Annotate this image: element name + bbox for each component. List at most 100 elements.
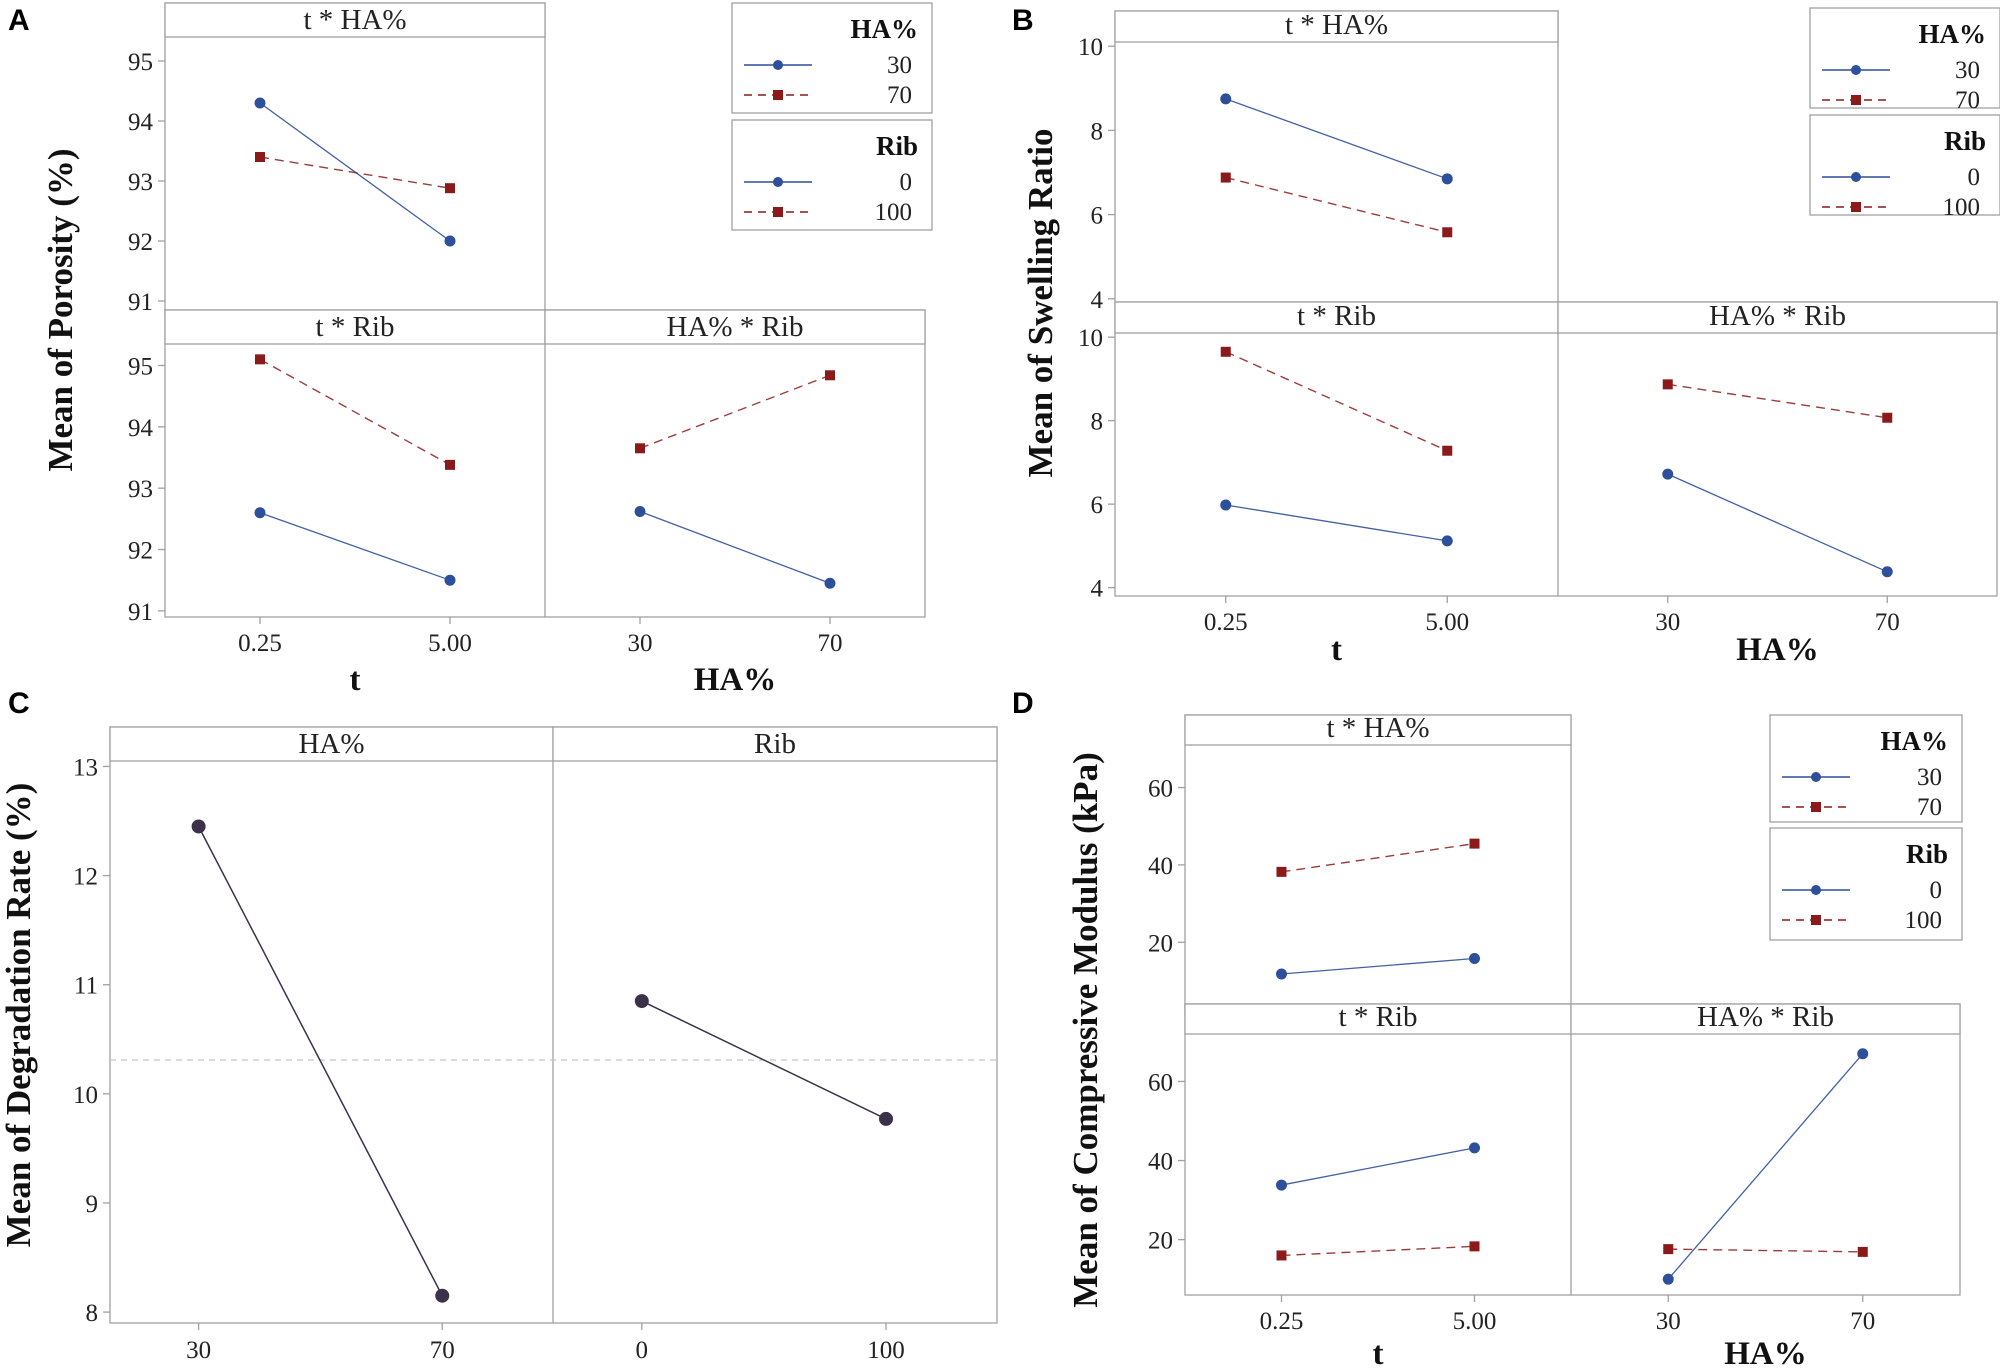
panel-d-sp1-series-0-line bbox=[1281, 1147, 1475, 1186]
panel-a-row1-ytick-3: 94 bbox=[128, 415, 154, 442]
panel-a-legend-1-swatch-marker-1 bbox=[773, 207, 783, 217]
panel-b-sp1-series-100-line bbox=[1225, 351, 1448, 452]
panel-d-sp1-series-100-point-0 bbox=[1276, 1250, 1287, 1261]
panel-a-letter: A bbox=[8, 4, 30, 37]
panel-b-sp0-series-30-line bbox=[1225, 98, 1448, 180]
panel-c-strip-title-0: HA% bbox=[298, 728, 364, 760]
panel-a-legend-1: Rib 0 100 bbox=[731, 119, 933, 231]
panel-b-sp2-series-100-point-1 bbox=[1882, 412, 1893, 423]
panel-d-sp2-series-0-point-0 bbox=[1662, 1273, 1674, 1285]
panel-a-sp0-series-70-point-1 bbox=[445, 183, 455, 194]
panel-a-row0-ytick-2: 93 bbox=[128, 169, 153, 196]
panel-a-row1-ytick-1: 92 bbox=[128, 538, 153, 565]
panel-d-strip-0 bbox=[1184, 714, 1572, 746]
panel-b-legend-0-title: HA% bbox=[1919, 19, 1987, 49]
panel-b-legend-0-box bbox=[1809, 7, 2000, 109]
panel-a-sp1-series-100-line bbox=[259, 358, 451, 466]
panel-b-legend-0-swatch-marker-0 bbox=[1851, 65, 1861, 75]
panel-b-x-axis-title-1: HA% bbox=[1736, 632, 1819, 668]
panel-a-x-axis-title-0: t bbox=[350, 662, 361, 698]
panel-b-frame-bottom bbox=[1114, 301, 1998, 597]
panel-d-legend-1-label-1: 100 bbox=[1905, 907, 1943, 934]
panel-d-legend-0-box bbox=[1769, 714, 1963, 823]
panel-d-subplot-1: t * Rib 0.25 5.00 bbox=[1184, 1001, 1572, 1335]
panel-b-subplot-2: HA% * Rib 30 70 bbox=[1557, 300, 1998, 636]
panel-a-y-axis-title: Mean of Porosity (%) bbox=[41, 148, 80, 471]
panel-d-letter: D bbox=[1012, 687, 1034, 720]
panel-a-strip-2 bbox=[544, 309, 926, 345]
panel-b-row1-ytick-0: 4 bbox=[1091, 576, 1104, 603]
panel-c-y-axis-title: Mean of Degradation Rate (%) bbox=[0, 783, 38, 1248]
panel-b-sp2-series-0-point-1 bbox=[1881, 566, 1893, 578]
panel-a-sp2-series-100-point-1 bbox=[825, 370, 835, 381]
panel-d-sp1-xtick-0: 0.25 bbox=[1260, 1308, 1304, 1335]
panel-c-strip-1 bbox=[552, 726, 998, 762]
panel-b-sp1-xtick-1: 5.00 bbox=[1425, 609, 1469, 636]
panel-b-legend-1-label-1: 100 bbox=[1943, 194, 1981, 221]
panel-d-sp1-series-0-point-0 bbox=[1276, 1179, 1287, 1191]
panel-b-legend-1-box bbox=[1809, 114, 2000, 216]
panel-c-ytick-1: 9 bbox=[86, 1191, 99, 1218]
panel-c-sp1-xtick-1: 100 bbox=[867, 1337, 905, 1364]
panel-a-sp2-xtick-1: 70 bbox=[818, 630, 843, 657]
panel-d-row0-ytick-2: 60 bbox=[1148, 776, 1173, 803]
panel-c-sp1-point-0 bbox=[634, 994, 649, 1009]
panel-b-subplot-0: t * HA% bbox=[1114, 9, 1559, 238]
panel-c-ytick-3: 11 bbox=[74, 973, 98, 1000]
panel-b-sp2-series-0-point-0 bbox=[1662, 468, 1674, 480]
panel-a-legend-0: HA% 30 70 bbox=[731, 2, 933, 114]
panel-d-legend-0-label-0: 30 bbox=[1917, 764, 1942, 791]
panel-b-sp0-series-30-point-0 bbox=[1220, 93, 1232, 105]
panel-a: A Mean of Porosity (%) 91 92 93 94 95 91 92 93 94 9… bbox=[8, 2, 933, 698]
panel-c: C Mean of Degradation Rate (%) 8 9 10 11 12 13 H… bbox=[0, 687, 998, 1364]
panel-a-legend-1-swatch-marker-0 bbox=[773, 177, 783, 187]
panel-d-row0-ytick-1: 40 bbox=[1148, 853, 1173, 880]
panel-d-sp0-series-70-point-1 bbox=[1469, 838, 1480, 849]
panel-a-sp1-series-0-line bbox=[259, 512, 451, 581]
panel-a-sp2-series-0-line bbox=[639, 510, 831, 584]
panel-d-sp0-series-30-point-0 bbox=[1276, 968, 1287, 980]
panel-a-sp2-series-100-line bbox=[639, 374, 831, 449]
panel-d-legend-1: Rib 0 100 bbox=[1769, 827, 1963, 941]
panel-b-strip-title-0: t * HA% bbox=[1285, 9, 1388, 41]
panel-a-legend-1-label-1: 100 bbox=[875, 199, 913, 226]
panel-b-row0-ytick-3: 10 bbox=[1078, 34, 1103, 61]
panel-b-sp1-xtick-0: 0.25 bbox=[1204, 609, 1248, 636]
panel-a-strip-1 bbox=[164, 309, 546, 345]
panel-d-sp1-series-100-point-1 bbox=[1469, 1241, 1480, 1252]
panel-d-legend-0-title: HA% bbox=[1881, 726, 1949, 756]
panel-d-legend-1-label-0: 0 bbox=[1930, 877, 1943, 904]
panel-d-sp2-series-100-line bbox=[1668, 1248, 1863, 1253]
panel-b-sp2-series-100-point-0 bbox=[1662, 379, 1673, 390]
panel-d-sp1-series-0-point-1 bbox=[1469, 1142, 1480, 1154]
panel-a-row0-ytick-3: 94 bbox=[128, 109, 154, 136]
panel-a-legend-0-label-1: 70 bbox=[887, 82, 912, 109]
panel-b-sp1-series-100-point-1 bbox=[1442, 445, 1453, 456]
panel-a-row0-ytick-0: 91 bbox=[128, 289, 153, 316]
panel-b-legend-0-label-1: 70 bbox=[1955, 87, 1980, 114]
panel-b-row1-ytick-3: 10 bbox=[1078, 325, 1103, 352]
panel-d-legend-1-swatch-marker-1 bbox=[1811, 915, 1821, 925]
panel-c-sp0-xtick-1: 70 bbox=[430, 1337, 455, 1364]
panel-c-subplot-1: Rib 0 100 bbox=[552, 726, 998, 1364]
panel-d-frame-bottom bbox=[1184, 1003, 1961, 1296]
panel-d-strip-1 bbox=[1184, 1003, 1572, 1035]
panel-d-row1-ytick-0: 20 bbox=[1148, 1228, 1173, 1255]
panel-b-row0-ytick-1: 6 bbox=[1091, 203, 1104, 230]
panel-d-legend-0: HA% 30 70 bbox=[1769, 714, 1963, 823]
panel-d-sp0-series-70-point-0 bbox=[1276, 866, 1287, 877]
panel-b-subplot-1: t * Rib 0.25 5.00 bbox=[1114, 300, 1559, 636]
panel-d-x-axis-title-0: t bbox=[1373, 1336, 1384, 1370]
panel-d-sp2-xtick-1: 70 bbox=[1850, 1308, 1875, 1335]
panel-b-row1-ytick-2: 8 bbox=[1091, 409, 1104, 436]
panel-b-sp2-series-100-line bbox=[1667, 383, 1888, 419]
panel-b: B Mean of Swelling Ratio 4 6 8 10 4 6 8 10 t * HA%… bbox=[1012, 4, 2000, 668]
panel-d-sp2-series-0-point-1 bbox=[1857, 1048, 1869, 1060]
panel-d-legend-1-swatch-marker-0 bbox=[1811, 885, 1821, 895]
panel-b-sp2-series-0-line bbox=[1667, 473, 1888, 573]
panel-c-ytick-0: 8 bbox=[86, 1300, 99, 1327]
panel-a-legend-0-swatch-marker-1 bbox=[773, 90, 783, 100]
panel-d-legend-0-label-1: 70 bbox=[1917, 794, 1942, 821]
panel-d-strip-title-1: t * Rib bbox=[1339, 1001, 1418, 1033]
